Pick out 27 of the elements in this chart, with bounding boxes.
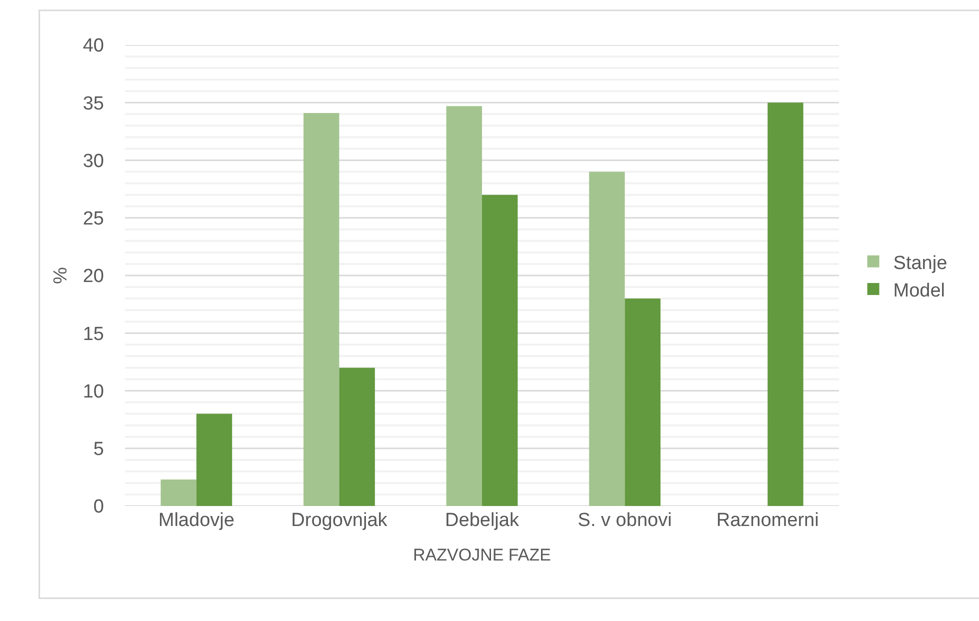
bar: [589, 172, 625, 506]
y-tick-label: 0: [93, 496, 104, 518]
x-tick-label: Mladovje: [158, 510, 234, 531]
y-tick-label: 35: [82, 93, 104, 114]
x-tick-label: Raznomerni: [716, 510, 819, 531]
bar: [482, 194, 518, 506]
bar: [446, 106, 482, 506]
x-tick-label: Drogovnjak: [291, 510, 388, 531]
bar: [624, 298, 660, 506]
y-tick-label: 15: [82, 324, 104, 345]
bar: [196, 414, 232, 506]
bar: [304, 113, 340, 506]
legend-label: Model: [893, 280, 946, 302]
y-tick-label: 30: [82, 150, 104, 172]
bar: [160, 479, 196, 506]
y-tick-label: 20: [82, 266, 104, 288]
y-tick-label: 25: [82, 208, 104, 230]
y-tick-label: 40: [82, 36, 104, 57]
y-tick-label: 5: [93, 439, 104, 460]
x-tick-label: Debeljak: [445, 510, 520, 531]
x-axis-title: RAZVOJNE FAZE: [413, 545, 551, 564]
legend-label: Stanje: [893, 252, 948, 274]
bar: [339, 368, 375, 506]
y-axis-title: %: [50, 266, 72, 284]
x-tick-label: S. v obnovi: [578, 510, 672, 531]
bar: [768, 102, 804, 506]
y-tick-label: 10: [82, 381, 104, 402]
